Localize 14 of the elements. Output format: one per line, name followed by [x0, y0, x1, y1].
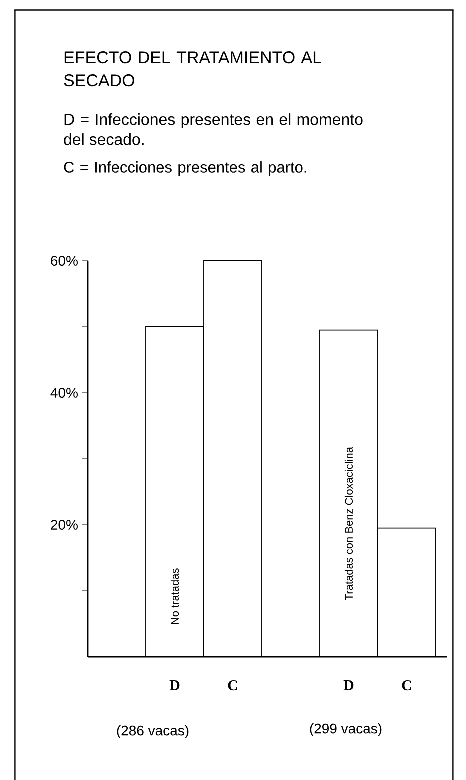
text: (299 vacas): [310, 723, 382, 737]
x-tick-label: D: [170, 680, 180, 690]
y-tick-label: 20%: [51, 520, 78, 530]
text: C = Infecciones presentes al parto.: [64, 162, 306, 176]
chart-title: EFECTO DEL TRATAMIENTO AL SECADO: [64, 52, 322, 87]
y-tick-label: 40%: [50, 388, 78, 398]
x-tick-label: C: [228, 680, 238, 691]
x-tick-label: C: [402, 680, 412, 691]
y-tick-label: 60%: [51, 256, 78, 266]
annotation: Tratadas con Benz Cloxaciclina: [344, 447, 354, 600]
text: (286 vacas): [117, 725, 189, 739]
text: D = Infecciones presentes en el momento del secado.: [64, 114, 363, 146]
annotation: No tratadas: [170, 568, 180, 624]
x-tick-label: D: [344, 680, 354, 690]
